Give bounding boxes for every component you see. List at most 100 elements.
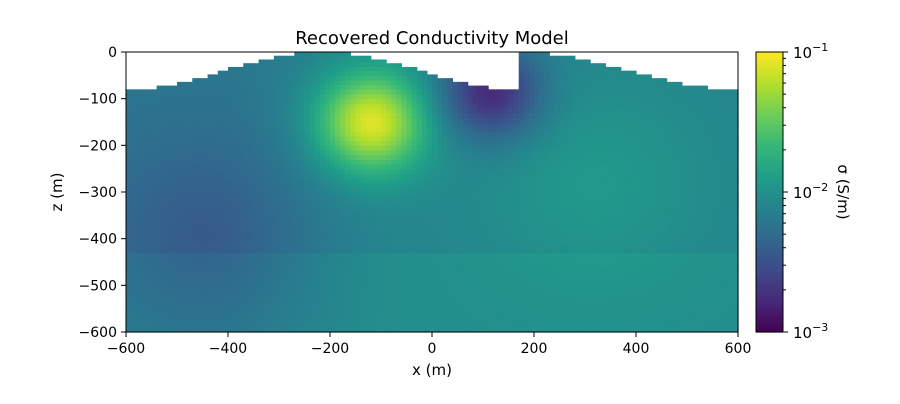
heatmap-cell xyxy=(177,126,183,132)
heatmap-cell xyxy=(472,122,479,128)
heatmap-cell xyxy=(457,262,464,268)
heatmap-cell xyxy=(136,89,142,95)
heatmap-cell xyxy=(457,313,464,319)
heatmap-cell xyxy=(141,103,147,109)
heatmap-cell xyxy=(161,192,168,198)
heatmap-cell xyxy=(324,210,331,216)
heatmap-cell xyxy=(273,145,280,151)
heatmap-cell xyxy=(523,206,530,212)
heatmap-cell xyxy=(457,94,464,100)
heatmap-cell xyxy=(197,304,204,310)
heatmap-cell xyxy=(493,196,499,202)
heatmap-cell xyxy=(192,136,198,142)
heatmap-cell xyxy=(350,206,357,212)
heatmap-cell xyxy=(171,266,178,272)
heatmap-cell xyxy=(370,224,377,230)
heatmap-cell xyxy=(268,117,275,123)
heatmap-cell xyxy=(452,280,459,286)
heatmap-cell xyxy=(161,98,168,104)
heatmap-cell xyxy=(248,94,255,100)
heatmap-cell xyxy=(309,322,316,328)
heatmap-cell xyxy=(442,318,448,324)
heatmap-cell xyxy=(523,52,530,58)
heatmap-cell xyxy=(381,136,387,142)
heatmap-cell xyxy=(156,229,163,235)
heatmap-cell xyxy=(233,173,239,179)
heatmap-cell xyxy=(462,81,469,86)
heatmap-cell xyxy=(345,252,351,258)
heatmap-cell xyxy=(559,201,566,207)
heatmap-cell xyxy=(508,159,515,165)
heatmap-cell xyxy=(309,122,316,128)
heatmap-cell xyxy=(340,215,346,221)
heatmap-cell xyxy=(324,234,331,240)
heatmap-cell xyxy=(355,322,362,328)
heatmap-cell xyxy=(228,182,234,188)
heatmap-cell xyxy=(217,187,224,193)
heatmap-cell xyxy=(126,276,132,282)
heatmap-cell xyxy=(437,192,443,198)
heatmap-cell xyxy=(217,224,224,230)
heatmap-cell xyxy=(483,112,489,118)
heatmap-cell xyxy=(462,140,469,146)
heatmap-cell xyxy=(554,164,561,170)
heatmap-cell xyxy=(559,66,566,72)
heatmap-cell xyxy=(447,201,453,207)
heatmap-cell xyxy=(569,322,576,328)
heatmap-cell xyxy=(534,122,540,128)
heatmap-cell xyxy=(472,229,479,235)
heatmap-cell xyxy=(559,220,566,226)
heatmap-cell xyxy=(370,210,377,216)
heatmap-cell xyxy=(197,98,204,104)
heatmap-cell xyxy=(477,112,484,118)
heatmap-cell xyxy=(508,271,515,277)
heatmap-cell xyxy=(207,308,214,314)
heatmap-cell xyxy=(447,112,453,118)
heatmap-cell xyxy=(324,61,331,67)
heatmap-cell xyxy=(493,187,499,193)
heatmap-cell xyxy=(330,150,336,156)
heatmap-cell xyxy=(483,164,489,170)
heatmap-cell xyxy=(309,215,316,221)
heatmap-cell xyxy=(559,280,566,286)
heatmap-cell xyxy=(534,285,540,291)
heatmap-cell xyxy=(228,215,234,221)
heatmap-cell xyxy=(569,276,576,282)
heatmap-cell xyxy=(544,117,550,123)
heatmap-cell xyxy=(319,108,326,114)
heatmap-cell xyxy=(452,117,459,123)
heatmap-cell xyxy=(273,173,280,179)
heatmap-cell xyxy=(314,103,321,109)
heatmap-cell xyxy=(335,248,341,254)
heatmap-cell xyxy=(197,131,204,137)
heatmap-cell xyxy=(554,56,561,62)
heatmap-cell xyxy=(345,201,351,207)
heatmap-cell xyxy=(171,154,178,160)
heatmap-cell xyxy=(534,215,540,221)
heatmap-cell xyxy=(340,145,346,151)
heatmap-cell xyxy=(192,248,198,254)
heatmap-cell xyxy=(345,210,351,216)
heatmap-cell xyxy=(539,84,545,90)
heatmap-cell xyxy=(314,234,321,240)
heatmap-cell xyxy=(228,206,234,212)
heatmap-cell xyxy=(258,145,265,151)
heatmap-cell xyxy=(564,206,571,212)
heatmap-cell xyxy=(335,238,341,244)
heatmap-cell xyxy=(279,266,285,272)
heatmap-cell xyxy=(187,294,193,300)
heatmap-cell xyxy=(222,126,229,132)
heatmap-cell xyxy=(131,280,137,286)
heatmap-cell xyxy=(284,168,290,174)
heatmap-cell xyxy=(539,75,545,81)
heatmap-cell xyxy=(518,192,525,198)
heatmap-cell xyxy=(539,206,545,212)
heatmap-cell xyxy=(396,178,402,184)
heatmap-cell xyxy=(202,201,209,207)
heatmap-cell xyxy=(467,262,474,268)
heatmap-cell xyxy=(192,103,198,109)
heatmap-cell xyxy=(447,182,453,188)
heatmap-cell xyxy=(564,201,571,207)
heatmap-cell xyxy=(416,322,423,328)
heatmap-cell xyxy=(345,94,351,100)
